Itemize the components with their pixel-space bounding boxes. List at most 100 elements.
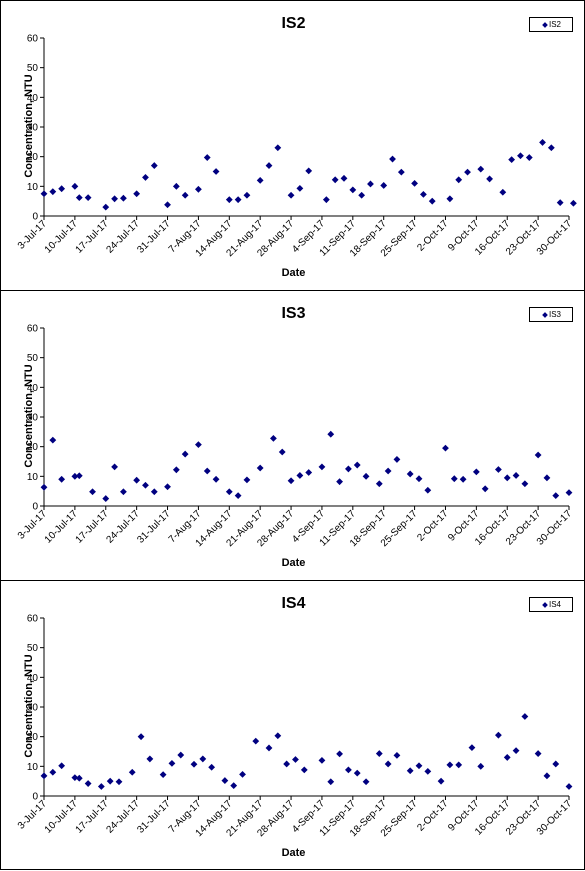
- data-point: [345, 766, 352, 774]
- data-point: [552, 492, 560, 500]
- x-tick-label: 31-Jul-17: [135, 508, 173, 546]
- data-point: [256, 464, 264, 472]
- x-tick-label: 2-Oct-17: [415, 508, 451, 544]
- data-point: [230, 782, 238, 790]
- data-point: [570, 199, 577, 207]
- data-point: [367, 180, 374, 188]
- data-point: [353, 769, 361, 777]
- data-point: [225, 196, 233, 204]
- data-point: [472, 468, 480, 476]
- y-tick-label: 10: [27, 762, 39, 773]
- y-tick-label: 60: [27, 614, 39, 625]
- data-point: [58, 475, 66, 483]
- data-point: [142, 174, 149, 181]
- data-point: [278, 448, 286, 456]
- data-point: [89, 488, 96, 496]
- data-point: [521, 713, 529, 720]
- data-point: [75, 774, 83, 782]
- data-point: [305, 167, 313, 175]
- data-point: [375, 480, 383, 488]
- data-point: [75, 472, 83, 480]
- y-axis-label: Concentration, NTU: [23, 74, 35, 178]
- y-tick-label: 50: [27, 643, 39, 654]
- data-point: [243, 476, 251, 484]
- data-point: [128, 768, 136, 776]
- legend-label: IS2: [549, 20, 562, 29]
- data-point: [40, 190, 48, 198]
- data-point: [287, 191, 295, 199]
- data-point: [503, 754, 511, 761]
- data-point: [212, 475, 220, 483]
- data-point: [150, 162, 158, 169]
- chart-title: IS3: [281, 305, 306, 322]
- data-point: [331, 176, 339, 184]
- data-point: [208, 763, 216, 771]
- data-point: [503, 474, 511, 482]
- data-point: [539, 139, 546, 146]
- data-point: [225, 488, 233, 496]
- data-point: [406, 470, 414, 478]
- data-point: [477, 165, 485, 173]
- chart-panel-is2: 0 10 20 30 40 50 60 3-Jul-17 10-Jul-17 17-Jul-17 2…: [0, 0, 585, 291]
- data-point: [446, 195, 454, 203]
- y-tick-label: 40: [27, 383, 39, 394]
- data-point: [164, 483, 171, 491]
- data-point: [40, 483, 48, 491]
- data-point: [499, 188, 507, 196]
- data-point: [168, 759, 176, 767]
- y-tick-label: 20: [27, 732, 39, 743]
- data-point: [525, 154, 533, 161]
- data-point: [265, 744, 273, 752]
- data-point: [415, 475, 423, 483]
- data-point: [287, 477, 295, 485]
- data-point: [547, 144, 555, 152]
- data-point: [349, 186, 357, 194]
- data-point: [305, 469, 313, 476]
- data-point: [534, 451, 542, 459]
- data-point: [384, 760, 392, 768]
- data-point: [327, 430, 335, 438]
- data-point: [203, 154, 211, 161]
- chart-title: IS2: [281, 15, 306, 32]
- y-tick-label: 0: [32, 212, 38, 223]
- legend: IS2: [529, 17, 573, 32]
- data-point: [300, 766, 308, 774]
- data-point: [190, 760, 198, 768]
- data-point: [265, 162, 273, 169]
- data-point: [181, 450, 189, 458]
- data-point: [292, 756, 299, 763]
- data-point: [102, 495, 110, 502]
- data-point: [49, 188, 57, 196]
- data-point: [428, 197, 436, 205]
- data-point: [543, 772, 551, 780]
- legend-marker-icon: [542, 22, 548, 28]
- y-tick-label: 10: [27, 472, 39, 483]
- data-point: [120, 194, 127, 202]
- data-point: [274, 144, 282, 152]
- data-point: [159, 771, 167, 779]
- data-point: [71, 182, 79, 190]
- data-point: [486, 175, 493, 183]
- data-point: [133, 190, 141, 198]
- data-point: [172, 182, 180, 190]
- data-point: [199, 755, 207, 763]
- legend-marker-icon: [542, 312, 548, 318]
- data-point: [58, 762, 66, 770]
- data-point: [71, 774, 79, 782]
- x-tick-label: 31-Jul-17: [135, 218, 173, 256]
- x-tick-label: 31-Jul-17: [135, 798, 173, 836]
- data-point: [495, 731, 502, 739]
- data-point: [512, 472, 520, 479]
- data-point: [362, 778, 370, 786]
- y-tick-label: 30: [27, 413, 39, 424]
- data-point: [84, 194, 92, 202]
- plot-area: 01020304050603-Jul-1710-Jul-1717-Jul-172…: [16, 614, 575, 840]
- y-tick-label: 50: [27, 353, 39, 364]
- data-point: [543, 474, 551, 482]
- data-point: [450, 475, 458, 483]
- data-point: [336, 750, 343, 758]
- data-point: [296, 185, 304, 192]
- data-point: [84, 780, 92, 787]
- data-point: [142, 481, 149, 489]
- data-point: [97, 783, 105, 790]
